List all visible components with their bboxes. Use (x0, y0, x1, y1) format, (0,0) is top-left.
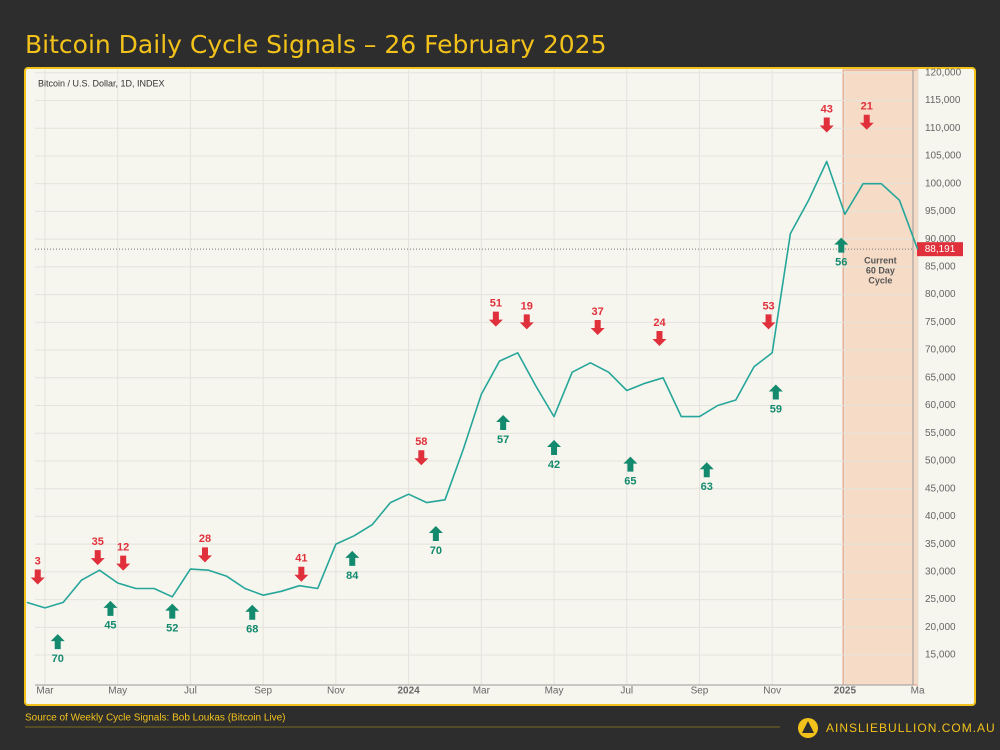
signal-label: 52 (166, 623, 178, 635)
bottom-signal-arrow (768, 384, 783, 400)
bottom-signal-arrow (496, 415, 511, 431)
x-tick-label: Nov (763, 686, 781, 697)
y-tick-label: 55,000 (925, 428, 956, 439)
top-signal-arrow (197, 547, 212, 563)
bottom-signal-arrow (345, 550, 360, 566)
bottom-signal-arrow (165, 603, 180, 619)
x-tick-label: Jul (184, 686, 197, 697)
top-signal-arrow (30, 569, 45, 585)
signal-label: 53 (762, 300, 774, 312)
y-tick-label: 110,000 (925, 123, 961, 134)
y-tick-label: 25,000 (925, 594, 956, 605)
y-tick-label: 115,000 (925, 95, 961, 106)
source-note: Source of Weekly Cycle Signals: Bob Louk… (25, 713, 286, 724)
signal-label: 84 (346, 570, 359, 582)
y-tick-label: 95,000 (925, 206, 956, 217)
bottom-signal-arrow (547, 440, 562, 456)
signal-label: 63 (701, 481, 713, 493)
top-signal-arrow (414, 450, 429, 466)
y-tick-label: 65,000 (925, 372, 956, 383)
signal-label: 19 (521, 300, 533, 312)
y-tick-label: 35,000 (925, 539, 956, 550)
signal-label: 70 (430, 545, 442, 557)
x-tick-label: Nov (327, 686, 345, 697)
bottom-signal-arrow (834, 237, 849, 253)
cycle-note: Cycle (868, 275, 892, 285)
x-tick-label: 2024 (397, 686, 420, 697)
signal-label: 41 (295, 553, 307, 565)
signal-label: 12 (117, 542, 129, 554)
y-tick-label: 120,000 (925, 67, 962, 78)
price-tag (917, 242, 963, 257)
signal-label: 57 (497, 434, 509, 446)
signal-label: 28 (199, 533, 211, 545)
top-signal-arrow (819, 117, 834, 133)
y-tick-label: 75,000 (925, 317, 956, 328)
signal-label: 58 (415, 436, 427, 448)
x-tick-label: May (545, 686, 564, 697)
top-signal-arrow (652, 331, 667, 347)
x-tick-label: Mar (36, 686, 54, 697)
y-tick-label: 80,000 (925, 289, 956, 300)
top-signal-arrow (519, 314, 534, 330)
chart-title: Bitcoin Daily Cycle Signals – 26 Februar… (25, 30, 606, 59)
price-line (26, 160, 919, 609)
x-tick-label: Ma (911, 686, 925, 697)
brand-logo-mark (802, 721, 814, 733)
top-signal-arrow (116, 555, 131, 571)
y-tick-label: 15,000 (925, 650, 956, 661)
y-tick-label: 30,000 (925, 567, 956, 578)
top-signal-arrow (590, 319, 605, 335)
bottom-signal-arrow (623, 456, 638, 472)
bottom-signal-arrow (50, 634, 65, 650)
signal-label: 68 (246, 624, 258, 636)
x-tick-label: Jul (620, 686, 633, 697)
top-signal-arrow (294, 566, 309, 582)
y-tick-label: 105,000 (925, 151, 962, 162)
y-tick-label: 100,000 (925, 178, 962, 189)
price-tag-label: 88,191 (925, 244, 956, 255)
y-tick-label: 40,000 (925, 511, 956, 522)
signal-label: 37 (592, 306, 604, 318)
top-signal-arrow (90, 550, 105, 566)
x-tick-label: Sep (254, 686, 272, 697)
x-tick-label: May (108, 686, 127, 697)
bottom-signal-arrow (103, 600, 118, 616)
brand-name: AINSLIEBULLION.COM.AU (826, 721, 996, 735)
bottom-signal-arrow (245, 604, 260, 620)
signal-label: 24 (653, 317, 666, 329)
signal-label: 35 (92, 536, 104, 548)
bottom-signal-arrow (699, 462, 714, 478)
bottom-signal-arrow (428, 525, 443, 541)
cycle-note: Current (864, 255, 897, 265)
signal-label: 65 (624, 476, 636, 488)
x-tick-label: Sep (691, 686, 709, 697)
y-tick-label: 20,000 (925, 622, 956, 633)
top-signal-arrow (859, 114, 874, 130)
top-signal-arrow (488, 311, 503, 327)
chart-panel (24, 67, 976, 706)
y-tick-label: 50,000 (925, 456, 956, 467)
signal-label: 70 (52, 653, 64, 665)
signal-label: 59 (770, 403, 782, 415)
chart-subtitle: Bitcoin / U.S. Dollar, 1D, INDEX (38, 78, 165, 88)
y-tick-label: 90,000 (925, 234, 956, 245)
signal-label: 42 (548, 459, 560, 471)
top-signal-arrow (761, 314, 776, 330)
signal-label: 21 (861, 101, 873, 113)
cycle-note: 60 Day (866, 265, 895, 275)
y-tick-label: 45,000 (925, 483, 956, 494)
x-tick-label: Mar (473, 686, 491, 697)
signal-label: 43 (821, 103, 833, 115)
signal-label: 45 (104, 620, 116, 632)
y-tick-label: 70,000 (925, 345, 956, 356)
signal-label: 56 (835, 256, 847, 268)
signal-label: 51 (490, 298, 502, 310)
y-tick-label: 60,000 (925, 400, 956, 411)
x-tick-label: 2025 (834, 686, 857, 697)
signal-label: 3 (35, 555, 41, 567)
y-tick-label: 85,000 (925, 262, 956, 273)
